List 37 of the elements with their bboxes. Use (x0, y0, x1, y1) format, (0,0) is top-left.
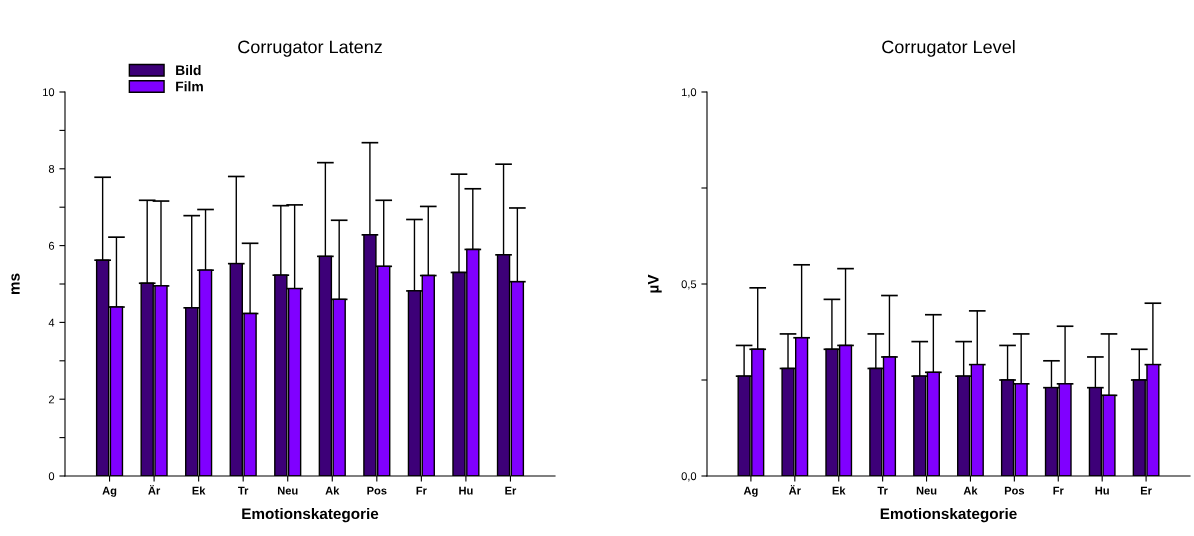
y-axis-title: µV (648, 274, 662, 293)
y-tick-label: 0,0 (681, 472, 697, 482)
x-tick-label: Hu (459, 486, 473, 495)
y-tick-label: 1,0 (681, 88, 697, 98)
x-tick-label: Är (148, 484, 161, 495)
x-tick-label: Hu (1095, 486, 1109, 495)
x-tick-label: Pos (367, 486, 387, 495)
x-axis-title: Emotionskategorie (880, 507, 1017, 523)
x-tick-label: Fr (416, 486, 427, 495)
y-tick-label: 8 (48, 165, 55, 173)
x-tick-label: Tr (877, 486, 888, 495)
x-tick-label: Pos (1004, 486, 1025, 495)
chart-title: Corrugator Level (882, 40, 1015, 57)
x-tick-label: Ek (192, 486, 206, 495)
x-tick-label: Neu (916, 486, 937, 495)
x-tick-label: Ek (832, 486, 846, 495)
x-tick-label: Tr (238, 486, 249, 495)
legend-label: Film (176, 81, 203, 92)
y-tick-label: 6 (48, 241, 55, 250)
y-tick-label: 4 (48, 318, 55, 327)
x-tick-label: Är (788, 484, 801, 495)
x-tick-label: Ak (963, 486, 978, 495)
y-tick-label: 0 (48, 472, 55, 481)
x-tick-label: Ag (102, 486, 117, 497)
x-axis-title: Emotionskategorie (242, 507, 379, 523)
x-tick-label: Neu (277, 486, 298, 495)
y-tick-label: 0,5 (681, 280, 697, 290)
legend-label: Bild (176, 64, 201, 76)
chart-title: Corrugator Latenz (238, 40, 382, 57)
x-tick-label: Ak (325, 486, 340, 495)
y-tick-label: 10 (43, 88, 55, 97)
x-tick-label: Fr (1053, 486, 1064, 495)
x-tick-label: Er (505, 486, 517, 495)
x-tick-label: Ag (743, 486, 758, 497)
y-axis-title: ms (11, 273, 20, 295)
x-tick-label: Er (1140, 486, 1152, 495)
y-tick-label: 2 (48, 395, 55, 404)
